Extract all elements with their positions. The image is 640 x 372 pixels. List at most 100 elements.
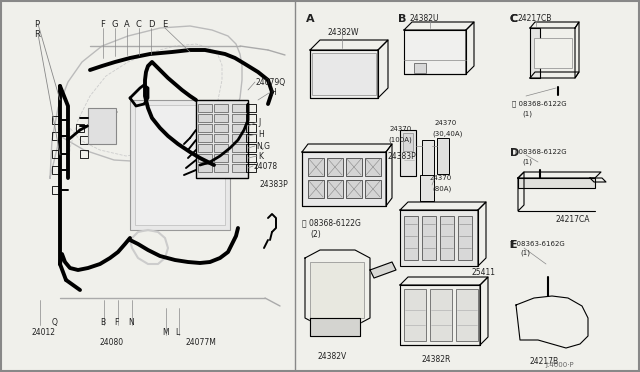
Polygon shape: [466, 22, 474, 74]
Text: E: E: [162, 20, 167, 29]
Text: Ⓝ 08368-6122G: Ⓝ 08368-6122G: [512, 148, 566, 155]
Text: Q: Q: [52, 318, 58, 327]
Bar: [400, 210, 478, 266]
Bar: [198, 114, 212, 122]
Text: D: D: [510, 148, 519, 158]
Polygon shape: [590, 178, 606, 182]
Text: (1): (1): [520, 250, 530, 257]
Text: 24217CB: 24217CB: [518, 14, 552, 23]
Bar: [365, 158, 381, 176]
Text: (1): (1): [522, 158, 532, 164]
Text: L: L: [175, 328, 179, 337]
Text: 24382U: 24382U: [410, 14, 440, 23]
Polygon shape: [310, 40, 388, 50]
Bar: [400, 130, 416, 176]
Bar: [214, 114, 228, 122]
Ellipse shape: [555, 93, 561, 99]
Bar: [422, 216, 436, 260]
Bar: [414, 63, 426, 73]
Text: 24217B: 24217B: [530, 357, 559, 366]
Bar: [80, 136, 88, 144]
Text: (80A): (80A): [432, 185, 451, 192]
Bar: [346, 158, 362, 176]
Bar: [246, 124, 256, 132]
Text: P: P: [34, 20, 39, 29]
Polygon shape: [575, 22, 579, 78]
Text: 24370: 24370: [435, 120, 457, 126]
Bar: [404, 289, 426, 341]
Polygon shape: [518, 172, 524, 211]
Polygon shape: [370, 262, 396, 278]
Bar: [246, 164, 256, 172]
Bar: [198, 124, 212, 132]
Text: K: K: [258, 152, 263, 161]
Text: C: C: [510, 14, 518, 24]
Bar: [440, 216, 454, 260]
Text: (1): (1): [522, 110, 532, 116]
Text: 24078: 24078: [254, 162, 278, 171]
Bar: [400, 285, 480, 345]
Bar: [214, 154, 228, 162]
Bar: [420, 175, 434, 201]
Bar: [246, 134, 256, 142]
Bar: [530, 28, 540, 78]
Bar: [312, 53, 376, 95]
Bar: [135, 105, 225, 225]
Polygon shape: [400, 277, 488, 285]
Polygon shape: [404, 22, 474, 30]
Text: R: R: [34, 30, 40, 39]
Bar: [52, 150, 60, 158]
Polygon shape: [480, 277, 488, 345]
Text: D: D: [148, 20, 154, 29]
Text: B: B: [398, 14, 406, 24]
Text: A: A: [124, 20, 130, 29]
Bar: [52, 132, 60, 140]
Bar: [534, 38, 572, 68]
Polygon shape: [530, 72, 579, 78]
Text: (2): (2): [310, 230, 321, 239]
Bar: [327, 180, 343, 198]
Bar: [232, 104, 246, 112]
Bar: [430, 289, 452, 341]
Text: N,G: N,G: [256, 142, 270, 151]
Text: 24012: 24012: [32, 328, 56, 337]
Bar: [198, 164, 212, 172]
Bar: [198, 154, 212, 162]
Text: A: A: [306, 14, 315, 24]
Bar: [232, 154, 246, 162]
Bar: [404, 30, 466, 74]
Text: H: H: [258, 130, 264, 139]
Bar: [310, 50, 378, 98]
Bar: [198, 134, 212, 142]
Text: 24217CA: 24217CA: [555, 215, 589, 224]
Bar: [246, 114, 256, 122]
Polygon shape: [305, 250, 370, 326]
Polygon shape: [378, 40, 388, 98]
Bar: [346, 180, 362, 198]
Bar: [214, 144, 228, 152]
Bar: [214, 134, 228, 142]
Bar: [437, 138, 449, 174]
Bar: [52, 186, 60, 194]
Text: J: J: [258, 118, 260, 127]
Bar: [80, 150, 88, 158]
Bar: [246, 154, 256, 162]
Text: 24383P: 24383P: [388, 152, 417, 161]
Bar: [308, 180, 324, 198]
Text: (100A): (100A): [388, 136, 412, 142]
Text: 24382V: 24382V: [318, 352, 348, 361]
Polygon shape: [400, 202, 486, 210]
Text: N: N: [128, 318, 134, 327]
Text: 24382R: 24382R: [422, 355, 451, 364]
Text: 24080: 24080: [100, 338, 124, 347]
Polygon shape: [302, 144, 392, 152]
Bar: [52, 116, 60, 124]
Text: B: B: [100, 318, 105, 327]
Bar: [403, 133, 413, 151]
Bar: [198, 104, 212, 112]
Bar: [214, 124, 228, 132]
Text: 24077M: 24077M: [185, 338, 216, 347]
Text: 24382W: 24382W: [328, 28, 360, 37]
Text: 24383P: 24383P: [259, 180, 288, 189]
Bar: [232, 164, 246, 172]
